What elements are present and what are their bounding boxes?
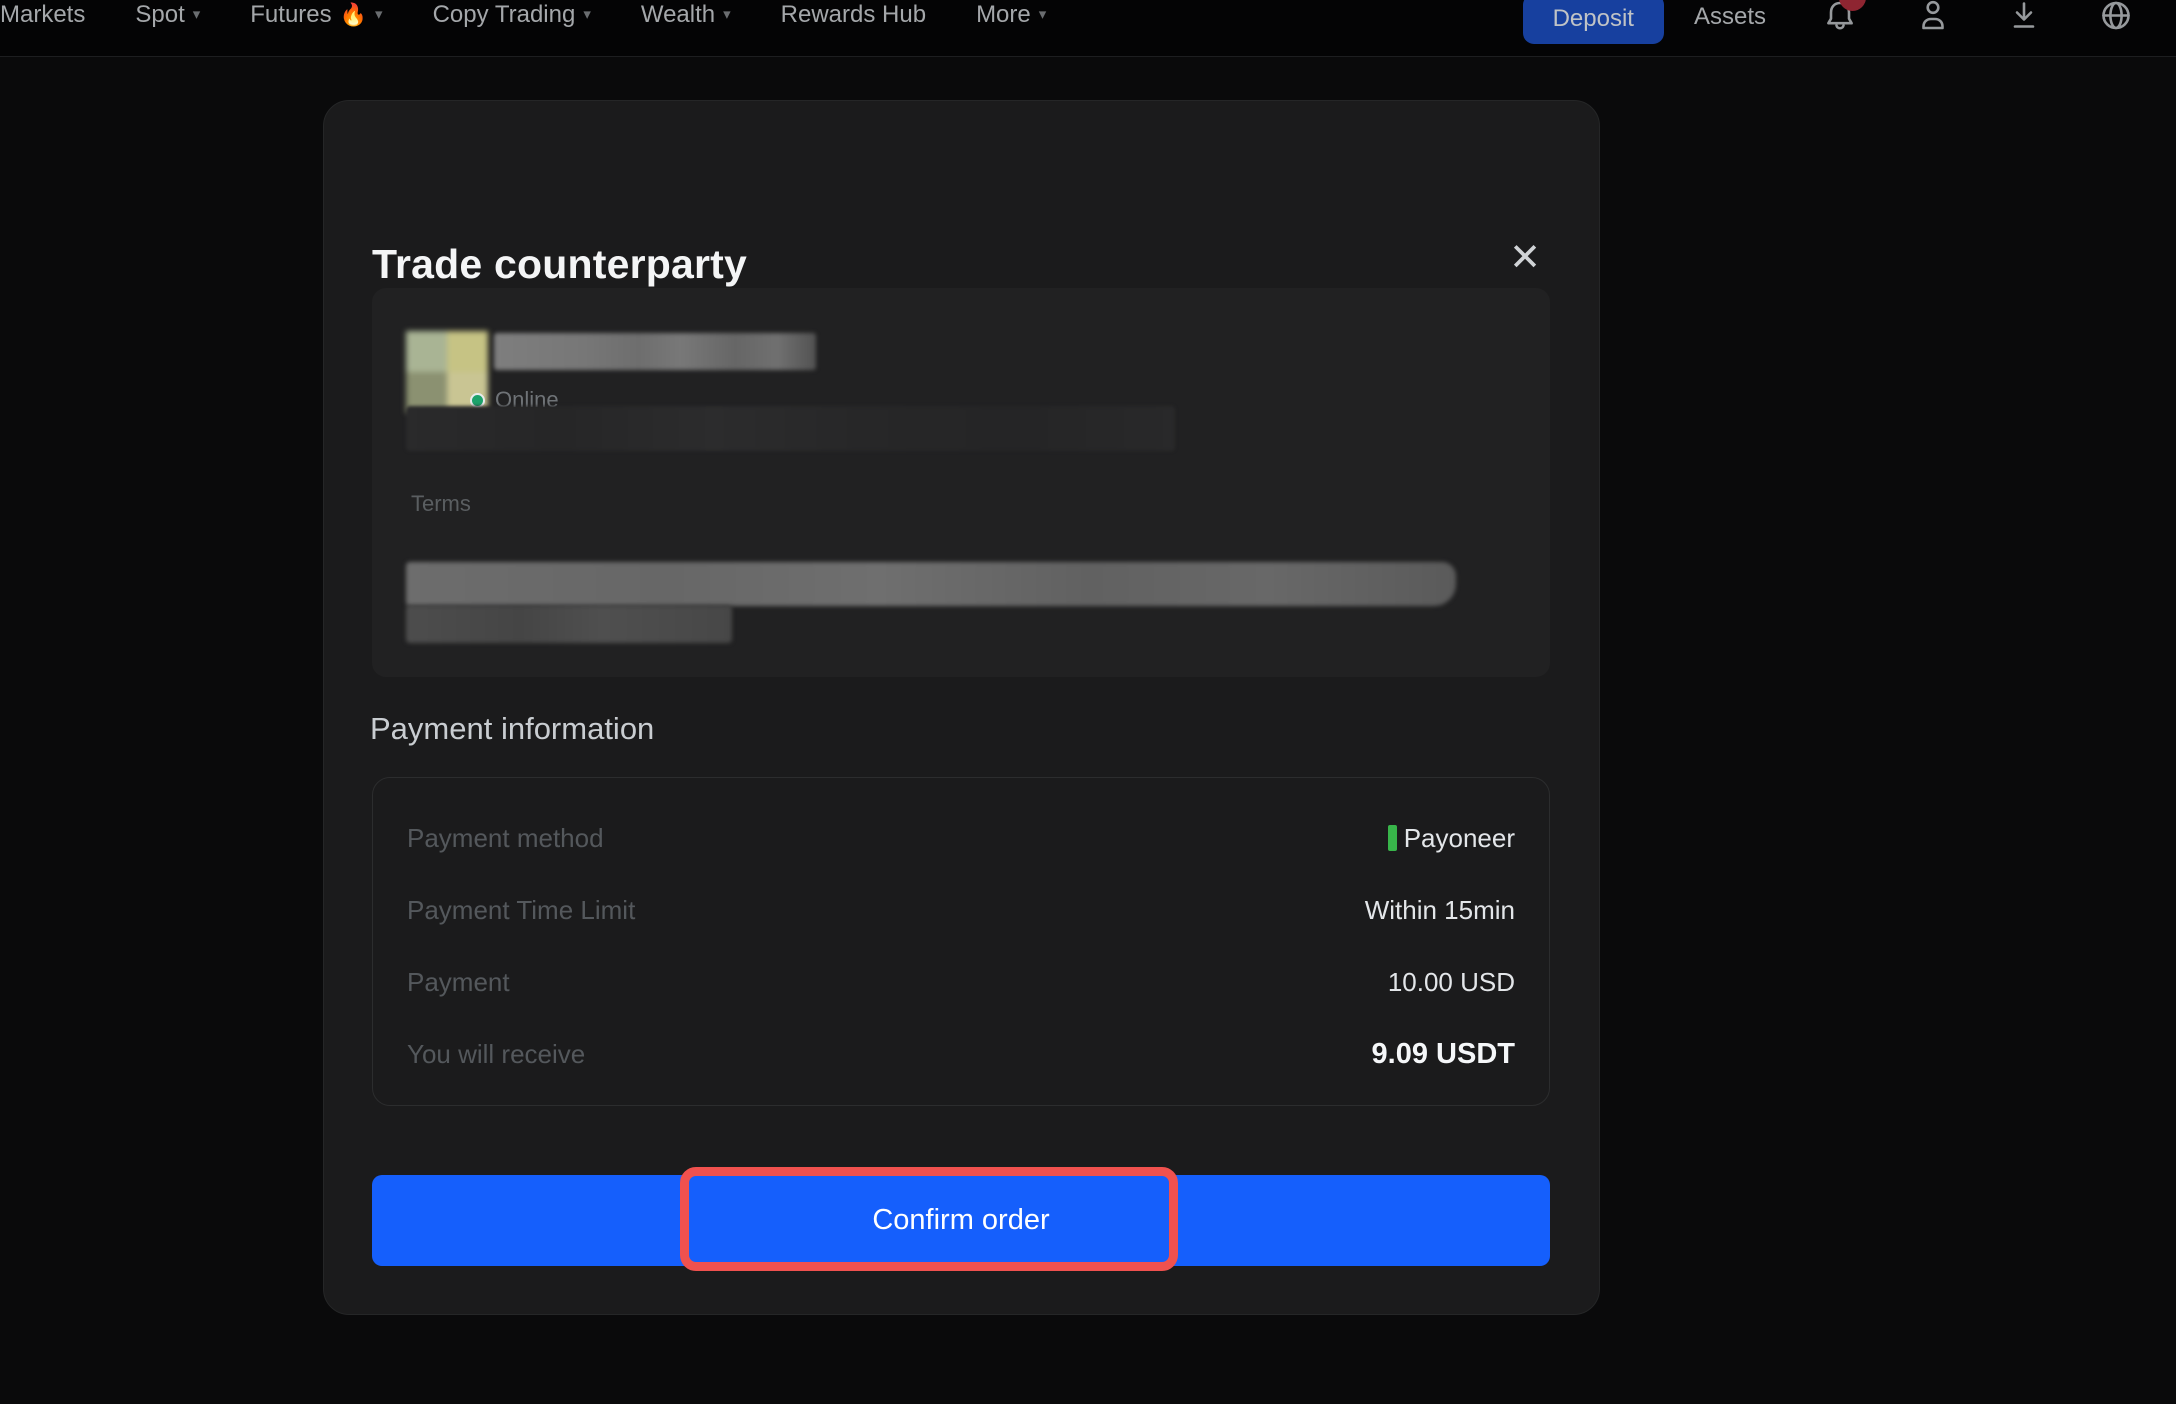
nav-item-copy-trading[interactable]: Copy Trading ▾ [433, 0, 591, 30]
chevron-down-icon: ▾ [1038, 6, 1047, 23]
payment-information-heading: Payment information [370, 711, 655, 746]
row-value: Within 15min [1364, 894, 1515, 925]
nav-item-futures[interactable]: Futures 🔥 ▾ [250, 0, 382, 30]
nav-item-wealth[interactable]: Wealth ▾ [641, 0, 731, 30]
counterparty-name-redacted [494, 333, 816, 370]
payment-method-row: Payment method Payoneer [407, 802, 1515, 874]
chevron-down-icon: ▾ [723, 6, 731, 23]
language-globe-icon[interactable] [2098, 0, 2134, 34]
notification-bell-icon[interactable] [1822, 0, 1866, 34]
nav-item-rewards-hub[interactable]: Rewards Hub [781, 0, 926, 30]
terms-text-redacted [406, 605, 732, 643]
profile-icon[interactable] [1914, 0, 1950, 34]
payment-amount-row: Payment 10.00 USD [407, 946, 1515, 1018]
top-navigation: Markets Spot ▾ Futures 🔥 ▾ Copy Trading … [0, 0, 2176, 57]
trade-counterparty-modal: Trade counterparty ✕ Online Terms Paymen… [323, 100, 1600, 1315]
nav-menu: Markets Spot ▾ Futures 🔥 ▾ Copy Trading … [0, 0, 1046, 30]
row-value: Payoneer [1387, 822, 1515, 854]
nav-label: Futures [250, 1, 332, 28]
you-will-receive-row: You will receive 9.09 USDT [407, 1018, 1515, 1090]
row-label: Payment method [407, 822, 604, 853]
counterparty-card: Online Terms [372, 288, 1550, 677]
modal-title: Trade counterparty [372, 241, 747, 287]
notification-badge [1839, 0, 1866, 11]
payment-method-value: Payoneer [1403, 822, 1515, 853]
payoneer-icon [1387, 825, 1397, 851]
row-label: Payment [407, 966, 510, 997]
nav-actions: Deposit Assets [1522, 0, 2134, 44]
nav-label: More [976, 1, 1031, 28]
counterparty-stats-redacted [406, 406, 1175, 451]
close-icon[interactable]: ✕ [1509, 237, 1541, 279]
chevron-down-icon: ▾ [375, 6, 383, 23]
nav-label: Wealth [640, 1, 716, 28]
row-value: 9.09 USDT [1371, 1037, 1515, 1070]
nav-label: Markets [0, 1, 86, 28]
payment-information-card: Payment method Payoneer Payment Time Lim… [372, 777, 1550, 1106]
download-icon[interactable] [2006, 0, 2042, 34]
deposit-button[interactable]: Deposit [1522, 0, 1664, 44]
terms-text-redacted [406, 562, 1456, 606]
row-label: Payment Time Limit [407, 894, 636, 925]
terms-label: Terms [411, 491, 471, 516]
assets-link[interactable]: Assets [1693, 3, 1766, 30]
payment-time-limit-row: Payment Time Limit Within 15min [407, 874, 1515, 946]
flame-icon: 🔥 [339, 2, 368, 27]
nav-label: Rewards Hub [780, 1, 927, 28]
nav-label: Copy Trading [432, 1, 576, 28]
nav-item-more[interactable]: More ▾ [976, 0, 1046, 30]
nav-item-markets[interactable]: Markets [0, 0, 85, 30]
row-value: 10.00 USD [1387, 966, 1515, 997]
confirm-order-button[interactable]: Confirm order [372, 1175, 1550, 1266]
nav-label: Spot [135, 1, 185, 28]
chevron-down-icon: ▾ [583, 6, 591, 23]
chevron-down-icon: ▾ [192, 6, 201, 23]
row-label: You will receive [407, 1038, 586, 1069]
nav-item-spot[interactable]: Spot ▾ [135, 0, 200, 30]
